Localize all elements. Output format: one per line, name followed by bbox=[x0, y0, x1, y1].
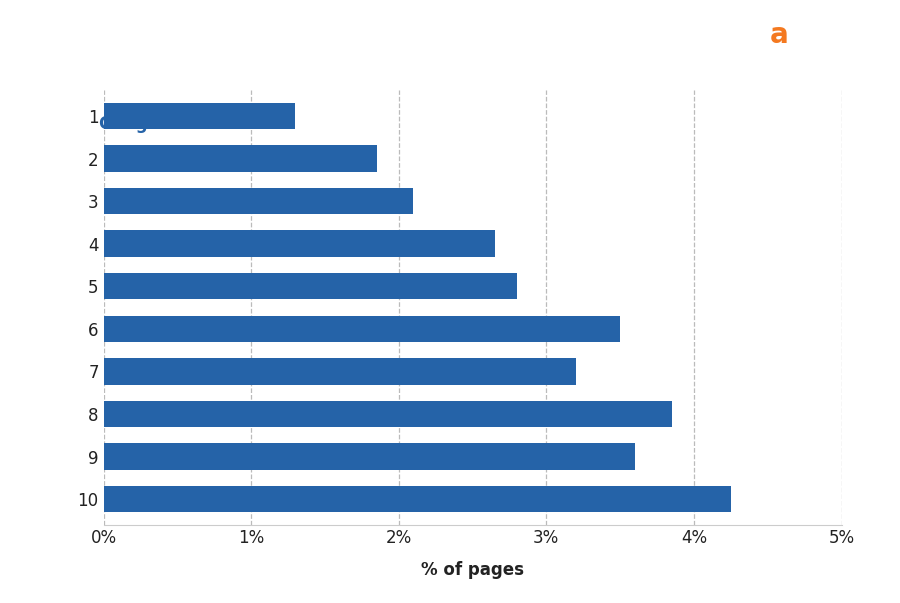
Bar bbox=[104, 188, 413, 214]
Text: hrefs: hrefs bbox=[788, 21, 869, 49]
X-axis label: % of pages: % of pages bbox=[421, 561, 524, 579]
Bar bbox=[104, 401, 671, 427]
Bar bbox=[104, 230, 495, 257]
Text: % of pages less than 1 year old in Google Top 10 results: % of pages less than 1 year old in Googl… bbox=[22, 25, 683, 45]
Text: a: a bbox=[770, 21, 788, 49]
Bar bbox=[104, 145, 376, 172]
Bar bbox=[104, 358, 576, 385]
Bar bbox=[104, 315, 620, 342]
Bar bbox=[104, 103, 295, 129]
Bar bbox=[104, 273, 517, 300]
Text: Google Position:: Google Position: bbox=[99, 115, 253, 133]
Bar bbox=[104, 486, 731, 513]
Bar bbox=[104, 443, 634, 470]
